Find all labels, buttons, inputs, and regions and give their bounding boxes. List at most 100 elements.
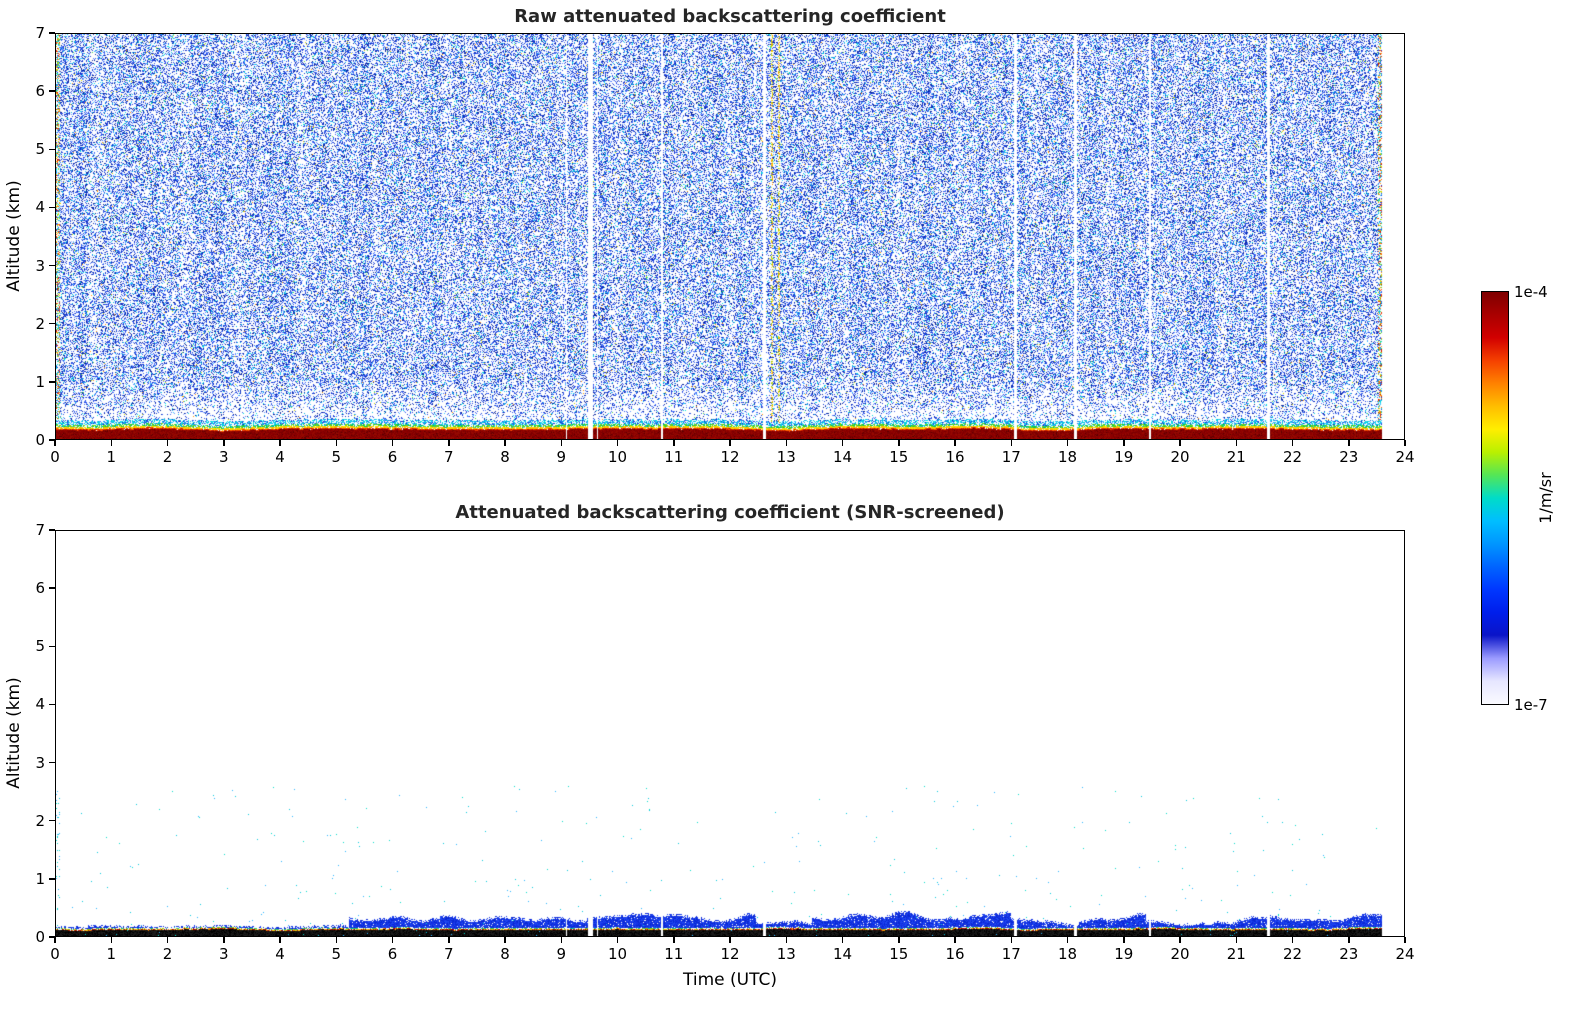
raw-heatmap-canvas	[56, 34, 1404, 439]
y-tick-mark	[49, 381, 55, 383]
x-tick-mark	[898, 440, 900, 446]
x-tick-mark	[673, 937, 675, 943]
colorbar	[1481, 291, 1509, 705]
x-tick-label: 15	[889, 448, 909, 466]
x-tick-mark	[391, 440, 394, 446]
x-tick-mark	[616, 937, 619, 943]
x-tick-label: 19	[1114, 945, 1134, 963]
x-tick-label: 0	[50, 448, 60, 466]
x-tick-label: 14	[832, 448, 853, 466]
x-tick-mark	[1348, 937, 1350, 943]
screened-panel-y-axis-label: Altitude (km)	[4, 677, 24, 789]
x-tick-mark	[1123, 937, 1125, 943]
raw-panel-plot-area	[55, 33, 1405, 440]
x-tick-mark	[504, 440, 506, 446]
x-tick-mark	[54, 440, 56, 446]
x-tick-label: 24	[1395, 448, 1415, 466]
y-tick-mark	[49, 645, 55, 648]
x-tick-mark	[335, 937, 337, 943]
raw-panel-title: Raw attenuated backscattering coefficien…	[514, 6, 946, 27]
x-tick-mark	[729, 937, 731, 943]
x-tick-label: 11	[664, 945, 684, 963]
x-tick-mark	[279, 440, 281, 446]
colorbar-min-label: 1e-7	[1514, 696, 1548, 714]
x-tick-label: 15	[889, 945, 909, 963]
x-tick-mark	[1291, 440, 1294, 446]
raw-panel-y-axis-label: Altitude (km)	[4, 180, 24, 292]
y-tick-label: 1	[35, 869, 45, 888]
x-tick-label: 17	[1001, 945, 1021, 963]
x-tick-mark	[391, 937, 394, 943]
x-tick-label: 12	[720, 448, 740, 466]
x-tick-mark	[898, 937, 900, 943]
screened-heatmap-canvas	[56, 531, 1404, 936]
x-tick-label: 2	[162, 448, 173, 466]
y-tick-mark	[49, 264, 55, 267]
x-tick-mark	[504, 937, 506, 943]
x-tick-label: 10	[607, 945, 628, 963]
x-tick-mark	[841, 440, 844, 446]
x-tick-mark	[1066, 937, 1069, 943]
y-tick-label: 6	[35, 579, 45, 598]
x-tick-label: 9	[556, 448, 567, 466]
x-tick-label: 16	[945, 448, 965, 466]
x-tick-label: 4	[275, 945, 285, 963]
y-tick-mark	[49, 206, 55, 209]
x-tick-label: 19	[1114, 448, 1134, 466]
y-tick-label: 5	[35, 637, 45, 656]
y-tick-label: 7	[35, 24, 45, 42]
x-tick-label: 14	[832, 945, 853, 963]
x-tick-mark	[841, 937, 844, 943]
screened-panel-plot-area	[55, 530, 1405, 937]
y-tick-label: 2	[35, 314, 45, 333]
y-tick-mark	[49, 32, 55, 34]
y-tick-mark	[49, 936, 55, 938]
x-tick-mark	[1235, 440, 1237, 446]
x-tick-mark	[954, 440, 956, 446]
x-tick-mark	[448, 937, 450, 943]
x-tick-label: 2	[162, 945, 173, 963]
colorbar-gradient	[1482, 292, 1508, 704]
x-tick-label: 17	[1001, 448, 1021, 466]
x-tick-mark	[223, 440, 225, 446]
y-tick-mark	[49, 148, 55, 151]
y-tick-label: 6	[35, 82, 45, 101]
y-tick-mark	[49, 819, 55, 822]
y-tick-label: 0	[35, 928, 45, 946]
x-tick-mark	[1179, 937, 1181, 943]
x-tick-label: 8	[500, 448, 510, 466]
x-tick-label: 18	[1057, 945, 1078, 963]
x-tick-mark	[1404, 937, 1406, 943]
colorbar-unit-label: 1/m/sr	[1536, 472, 1555, 524]
y-tick-mark	[49, 439, 55, 441]
screened-panel-title: Attenuated backscattering coefficient (S…	[455, 502, 1005, 523]
y-tick-label: 4	[35, 695, 45, 714]
x-tick-mark	[785, 937, 787, 943]
x-tick-mark	[785, 440, 787, 446]
x-tick-mark	[1123, 440, 1125, 446]
y-tick-mark	[49, 587, 55, 589]
x-tick-label: 5	[331, 945, 342, 963]
y-tick-mark	[49, 90, 55, 92]
x-tick-mark	[166, 937, 169, 943]
x-tick-label: 24	[1395, 945, 1415, 963]
x-tick-mark	[1291, 937, 1294, 943]
y-tick-mark	[49, 529, 55, 531]
y-tick-mark	[49, 703, 55, 706]
x-tick-mark	[279, 937, 281, 943]
x-tick-mark	[616, 440, 619, 446]
x-tick-mark	[223, 937, 225, 943]
x-tick-label: 9	[556, 945, 567, 963]
x-tick-mark	[729, 440, 731, 446]
x-tick-label: 7	[443, 448, 454, 466]
x-tick-label: 6	[387, 945, 398, 963]
x-tick-mark	[1066, 440, 1069, 446]
x-tick-label: 20	[1170, 945, 1190, 963]
x-tick-label: 23	[1339, 945, 1359, 963]
x-tick-label: 13	[776, 945, 796, 963]
x-tick-label: 11	[664, 448, 684, 466]
x-tick-mark	[1404, 440, 1406, 446]
x-tick-mark	[166, 440, 169, 446]
x-tick-label: 8	[500, 945, 510, 963]
